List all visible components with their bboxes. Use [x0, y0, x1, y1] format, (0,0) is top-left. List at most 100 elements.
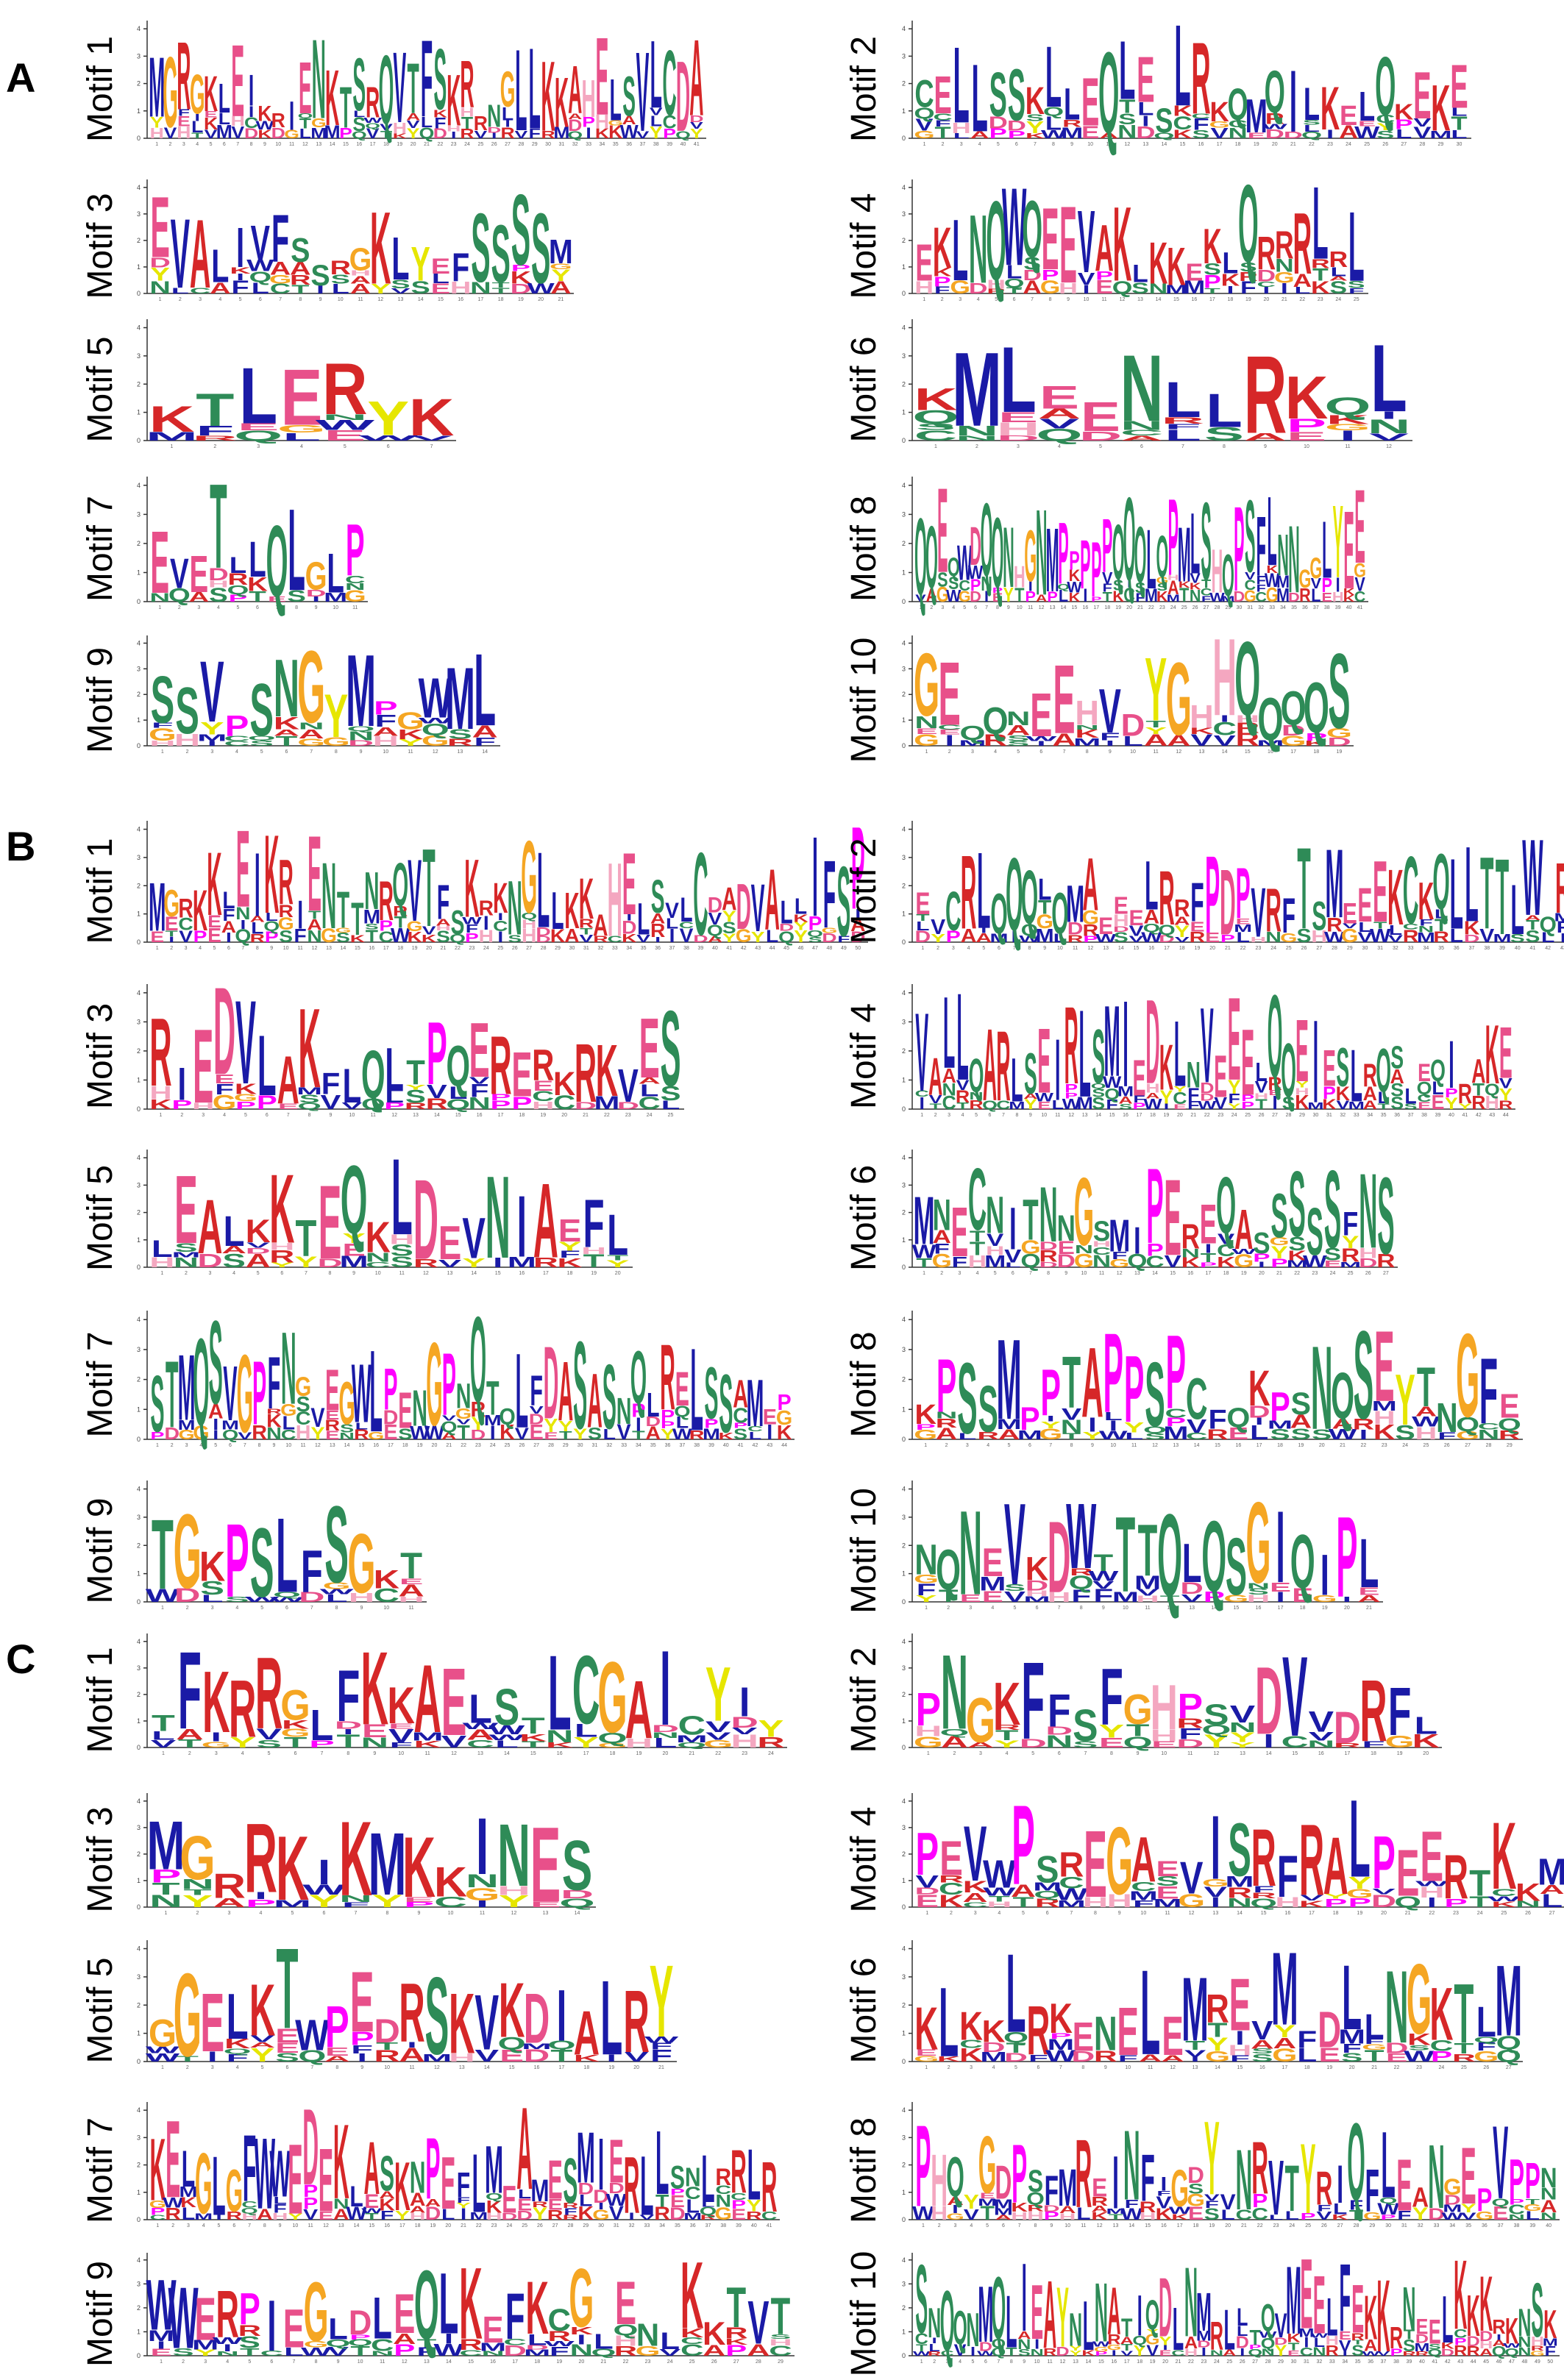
position-label: 24	[464, 142, 470, 147]
motif-glyph: Q	[675, 129, 691, 140]
position-label: 20	[1259, 1271, 1265, 1276]
motif-glyph: S	[151, 663, 175, 737]
position-label: 18	[1228, 297, 1234, 302]
motif-glyph: L	[660, 2328, 680, 2354]
motif-glyph: L	[332, 281, 349, 296]
position-label: 11	[371, 1113, 376, 1118]
position-label: 1	[927, 1751, 930, 1756]
motif-glyph: S	[1303, 118, 1320, 126]
motif-glyph: K	[276, 1817, 309, 1920]
motif-glyph: K	[366, 1214, 391, 1262]
position-label: 47	[812, 946, 818, 951]
motif-glyph: K	[1430, 1972, 1454, 2056]
position-label: 14	[1095, 1113, 1101, 1118]
y-tick-label: 2	[902, 882, 906, 889]
motif-glyph: L	[1146, 512, 1156, 607]
motif-glyph: K	[370, 190, 391, 306]
position-label: 11	[1073, 946, 1078, 951]
motif-glyph: E	[1081, 63, 1099, 140]
y-tick-label: 0	[137, 1264, 141, 1271]
motif-glyph: E	[1354, 467, 1365, 585]
motif-glyph: E	[319, 2129, 333, 2230]
motif-glyph: R	[996, 1011, 1010, 1122]
motif-glyph: E	[939, 643, 961, 744]
motif-glyph: D	[1318, 2001, 1341, 2059]
position-label: 42	[753, 1443, 758, 1448]
motif-glyph: E	[1156, 1857, 1179, 1881]
y-tick-label: 3	[902, 1181, 906, 1189]
motif-glyph: I	[505, 119, 510, 129]
motif-glyph: N	[1436, 1395, 1458, 1442]
motif-glyph: L	[1132, 260, 1148, 288]
position-label: 6	[1002, 2223, 1005, 2228]
motif-glyph: F	[457, 2165, 470, 2205]
y-tick-label: 0	[137, 2216, 141, 2223]
motif-glyph: S	[1328, 632, 1350, 751]
motif-label: Motif 5	[81, 336, 120, 442]
motif-glyph: G	[284, 127, 299, 140]
y-tick-label: 4	[902, 1154, 906, 1161]
motif-glyph: L	[551, 881, 564, 940]
y-tick-label: 2	[902, 2304, 906, 2312]
motif-glyph: L	[1442, 2284, 1453, 2358]
motif-glyph: A	[413, 1645, 441, 1753]
motif-glyph: C	[190, 286, 211, 295]
position-label: 2	[933, 2359, 936, 2365]
motif-glyph: F	[178, 1628, 202, 1752]
motif-glyph: H	[1212, 616, 1237, 739]
motif-glyph: K	[449, 1975, 475, 2071]
position-label: 11	[297, 946, 302, 951]
motif-glyph: E	[1340, 101, 1357, 132]
motif-glyph: A	[406, 112, 420, 123]
position-label: 13	[477, 1751, 483, 1756]
motif-glyph: Q	[969, 1049, 984, 1102]
motif-glyph: V	[200, 644, 224, 741]
motif-glyph: Y	[650, 124, 663, 143]
motif-glyph: K	[1431, 72, 1450, 146]
motif-glyph: M	[1181, 1959, 1209, 2060]
position-label: 10	[349, 1113, 355, 1118]
position-label: 8	[1070, 1443, 1073, 1448]
position-label: 5	[239, 297, 242, 302]
motif-glyph: E	[1429, 2312, 1441, 2352]
position-label: 14	[344, 1443, 350, 1448]
motif-glyph: Y	[758, 1716, 784, 1742]
motif-glyph: Y	[1376, 121, 1394, 132]
position-label: 23	[742, 1751, 747, 1756]
position-label: 24	[647, 1113, 653, 1118]
motif-glyph: H	[595, 111, 609, 132]
motif-glyph: Q	[953, 2301, 967, 2354]
position-label: 12	[1189, 1911, 1195, 1916]
position-label: 6	[256, 605, 259, 610]
motif-glyph: Y	[1204, 2100, 1220, 2217]
position-label: 38	[683, 946, 689, 951]
position-label: 4	[994, 749, 997, 755]
motif-glyph: A	[1107, 2274, 1120, 2349]
position-label: 18	[1223, 1271, 1229, 1276]
motif-glyph: V	[1210, 125, 1229, 142]
motif-glyph: L	[953, 132, 970, 140]
y-tick-label: 3	[137, 210, 141, 218]
position-label: 24	[1170, 605, 1176, 610]
motif-glyph: V	[1099, 677, 1121, 747]
y-tick-label: 4	[137, 2256, 141, 2264]
motif-glyph: Q	[1043, 104, 1064, 119]
position-label: 23	[1159, 605, 1165, 610]
motif-glyph: S	[1008, 54, 1026, 136]
motif-glyph: S	[1118, 110, 1136, 128]
position-label: 6	[1046, 1911, 1049, 1916]
y-tick-label: 4	[137, 826, 141, 833]
motif-glyph: H	[931, 2139, 948, 2222]
position-label: 3	[210, 749, 213, 755]
motif-glyph: F	[1277, 1844, 1298, 1910]
motif-glyph: F	[268, 1342, 281, 1425]
position-label: 41	[726, 946, 732, 951]
motif-glyph: E	[915, 233, 933, 292]
motif-glyph: M	[553, 124, 569, 142]
motif-glyph: P	[1234, 482, 1244, 617]
motif-glyph: R	[474, 112, 488, 135]
position-label: 7	[279, 297, 282, 302]
motif-glyph: N	[456, 1377, 472, 1417]
